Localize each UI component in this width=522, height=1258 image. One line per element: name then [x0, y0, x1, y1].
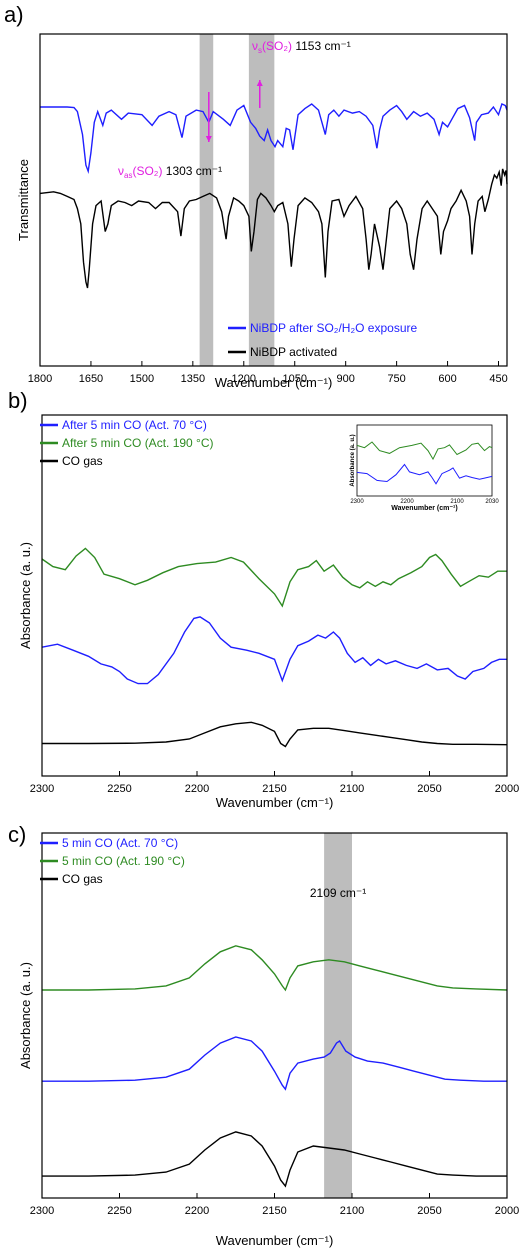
legend-label-0: NiBDP after SO₂/H₂O exposure — [250, 321, 417, 335]
series-line-2 — [42, 1131, 507, 1188]
legend-label-2: CO gas — [62, 454, 103, 468]
highlight-band-0 — [324, 833, 352, 1198]
x-tick-label-2: 2200 — [185, 1205, 209, 1217]
annotation-label-0: 2109 cm⁻¹ — [310, 886, 366, 900]
x-tick-label-3: 2150 — [262, 783, 286, 795]
inset-tick-label-0: 2300 — [350, 499, 364, 505]
plot-frame — [39, 33, 508, 367]
x-tick-label-8: 600 — [438, 373, 456, 385]
annotation-label-0: νs(SO₂) 1153 cm⁻¹ — [252, 39, 351, 55]
inset-tick-label-2: 2100 — [450, 499, 464, 505]
x-tick-label-7: 750 — [387, 373, 405, 385]
highlight-band-0 — [199, 34, 214, 366]
series-line-1 — [39, 168, 508, 289]
x-tick-label-0: 2300 — [30, 783, 54, 795]
annotation-symbol: ν — [118, 164, 124, 178]
legend: NiBDP after SO₂/H₂O exposure NiBDP activa… — [228, 321, 417, 359]
inset-tick-label-3: 2030 — [485, 499, 499, 505]
panel-label: c) — [8, 822, 26, 847]
panel-label: b) — [8, 388, 28, 413]
legend-label-0: 5 min CO (Act. 70 °C) — [62, 836, 178, 850]
x-tick-label-0: 1800 — [28, 373, 52, 385]
x-tick-label-6: 2000 — [495, 1205, 519, 1217]
x-axis-label: Wavenumber (cm⁻¹) — [216, 1233, 334, 1248]
series-line-1 — [41, 547, 507, 608]
chart-panel-2: 2300 2250 2200 2150 2100 2050 2000 Wavenumber (… — [8, 822, 519, 1248]
annotation-arrowhead-1 — [205, 136, 212, 142]
annotation-0: 2109 cm⁻¹ — [310, 886, 366, 900]
inset-frame — [356, 424, 493, 497]
x-axis-label: Wavenumber (cm⁻¹) — [215, 375, 333, 390]
annotation-subscript: s — [258, 46, 262, 55]
plot-frame — [41, 832, 508, 1199]
x-tick-label-4: 2100 — [340, 1205, 364, 1217]
x-tick-label-2: 2200 — [185, 783, 209, 795]
annotation-value: 1153 cm⁻¹ — [295, 39, 350, 53]
legend-label-2: CO gas — [62, 872, 103, 886]
series-line-0 — [42, 1036, 507, 1091]
inset-y-axis-label: Absorbance (a. u.) — [350, 434, 356, 486]
highlight-band-1 — [248, 34, 275, 366]
y-axis-label: Absorbance (a. u.) — [18, 962, 33, 1069]
inset-x-axis-label: Wavenumber (cm⁻¹) — [391, 505, 457, 512]
x-axis-label: Wavenumber (cm⁻¹) — [216, 795, 334, 810]
x-tick-label-6: 2000 — [495, 783, 519, 795]
inset-chart: 2300 2200 2100 2030 Wavenumber (cm⁻¹) Absorba… — [350, 424, 499, 512]
x-tick-label-2: 1500 — [130, 373, 154, 385]
annotation-1: νas(SO₂) 1303 cm⁻¹ — [118, 92, 222, 180]
annotation-0: νs(SO₂) 1153 cm⁻¹ — [252, 39, 351, 108]
annotation-symbol: ν — [252, 39, 258, 53]
annotation-subscript: as — [124, 171, 132, 180]
chart-panel-0: 1800 1650 1500 1350 1200 1050 900 750 600 450 Wave… — [4, 2, 508, 390]
annotation-value: 1303 cm⁻¹ — [166, 164, 222, 178]
x-tick-label-6: 900 — [336, 373, 354, 385]
x-tick-label-4: 2100 — [340, 783, 364, 795]
chart-panel-1: 2300 2250 2200 2150 2100 2050 2000 Wavenumber (… — [8, 388, 519, 810]
inset-series-line-0 — [356, 463, 493, 485]
x-tick-label-3: 1350 — [181, 373, 205, 385]
x-tick-label-3: 2150 — [262, 1205, 286, 1217]
legend-label-0: After 5 min CO (Act. 70 °C) — [62, 418, 207, 432]
series-line-0 — [40, 103, 508, 174]
x-tick-label-1: 2250 — [107, 1205, 131, 1217]
x-tick-label-1: 2250 — [107, 783, 131, 795]
legend-label-1: NiBDP activated — [250, 345, 337, 359]
series-line-1 — [42, 945, 508, 992]
x-tick-label-5: 2050 — [417, 783, 441, 795]
y-axis-label: Absorbance (a. u.) — [18, 542, 33, 649]
x-tick-label-0: 2300 — [30, 1205, 54, 1217]
x-tick-label-4: 1200 — [232, 373, 256, 385]
legend: 5 min CO (Act. 70 °C) 5 min CO (Act. 190 … — [40, 836, 185, 886]
x-tick-label-9: 450 — [489, 373, 507, 385]
x-tick-label-5: 2050 — [417, 1205, 441, 1217]
inset-series-line-1 — [356, 441, 493, 461]
x-tick-label-1: 1650 — [79, 373, 103, 385]
legend: After 5 min CO (Act. 70 °C) After 5 min C… — [40, 418, 214, 468]
annotation-group: (SO₂) — [132, 164, 165, 178]
series-line-2 — [42, 721, 508, 748]
annotation-label-1: νas(SO₂) 1303 cm⁻¹ — [118, 164, 222, 180]
x-tick-label-5: 1050 — [282, 373, 306, 385]
y-axis-label: Transmittance — [16, 159, 31, 241]
annotation-arrowhead-0 — [256, 80, 263, 86]
inset-tick-label-1: 2200 — [400, 499, 414, 505]
legend-label-1: After 5 min CO (Act. 190 °C) — [62, 436, 214, 450]
panel-label: a) — [4, 2, 24, 27]
series-line-0 — [41, 616, 507, 685]
legend-label-1: 5 min CO (Act. 190 °C) — [62, 854, 185, 868]
annotation-group: (SO₂) — [262, 39, 295, 53]
